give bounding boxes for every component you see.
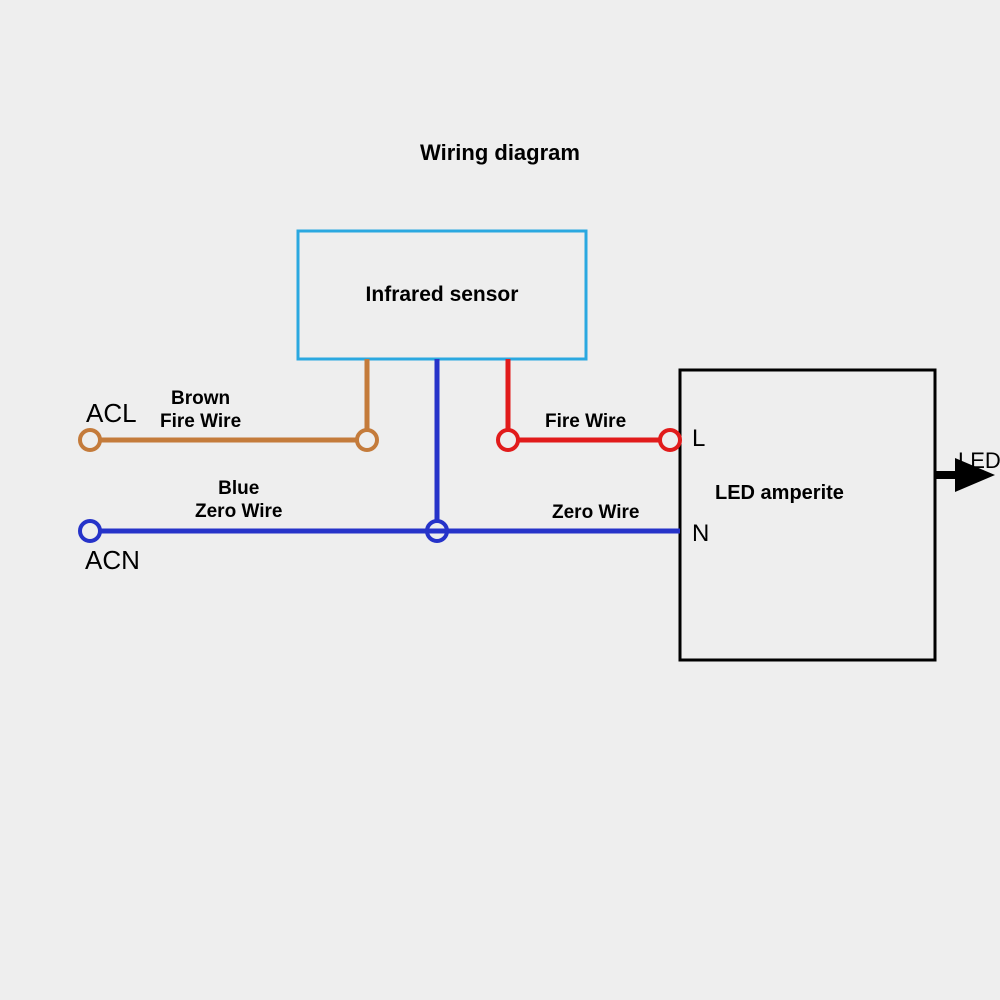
amperite-label: LED amperite [700, 482, 935, 505]
sensor-label: Infrared sensor [298, 283, 586, 307]
red-wire-start-ring [498, 430, 518, 450]
red-wire-label: Fire Wire [545, 411, 626, 434]
brown-label-line2: Fire Wire [160, 411, 241, 432]
amperite-l-label: L [692, 425, 705, 453]
blue-label-line2: Zero Wire [195, 501, 282, 522]
blue-label-line1: Blue [218, 478, 259, 499]
led-output-label: LED [958, 448, 1000, 474]
acn-label: ACN [85, 545, 140, 576]
brown-label-line1: Brown [171, 388, 230, 409]
brown-wire-label: Brown Fire Wire [160, 388, 241, 434]
acl-terminal-ring [80, 430, 100, 450]
brown-wire-ring [357, 430, 377, 450]
acl-label: ACL [86, 398, 137, 429]
zero-wire-right-label: Zero Wire [552, 502, 639, 525]
amperite-n-label: N [692, 520, 709, 548]
red-wire-end-ring [660, 430, 680, 450]
diagram-title: Wiring diagram [0, 140, 1000, 166]
amperite-box [680, 370, 935, 660]
acn-terminal-ring [80, 521, 100, 541]
blue-wire-label: Blue Zero Wire [195, 478, 282, 524]
